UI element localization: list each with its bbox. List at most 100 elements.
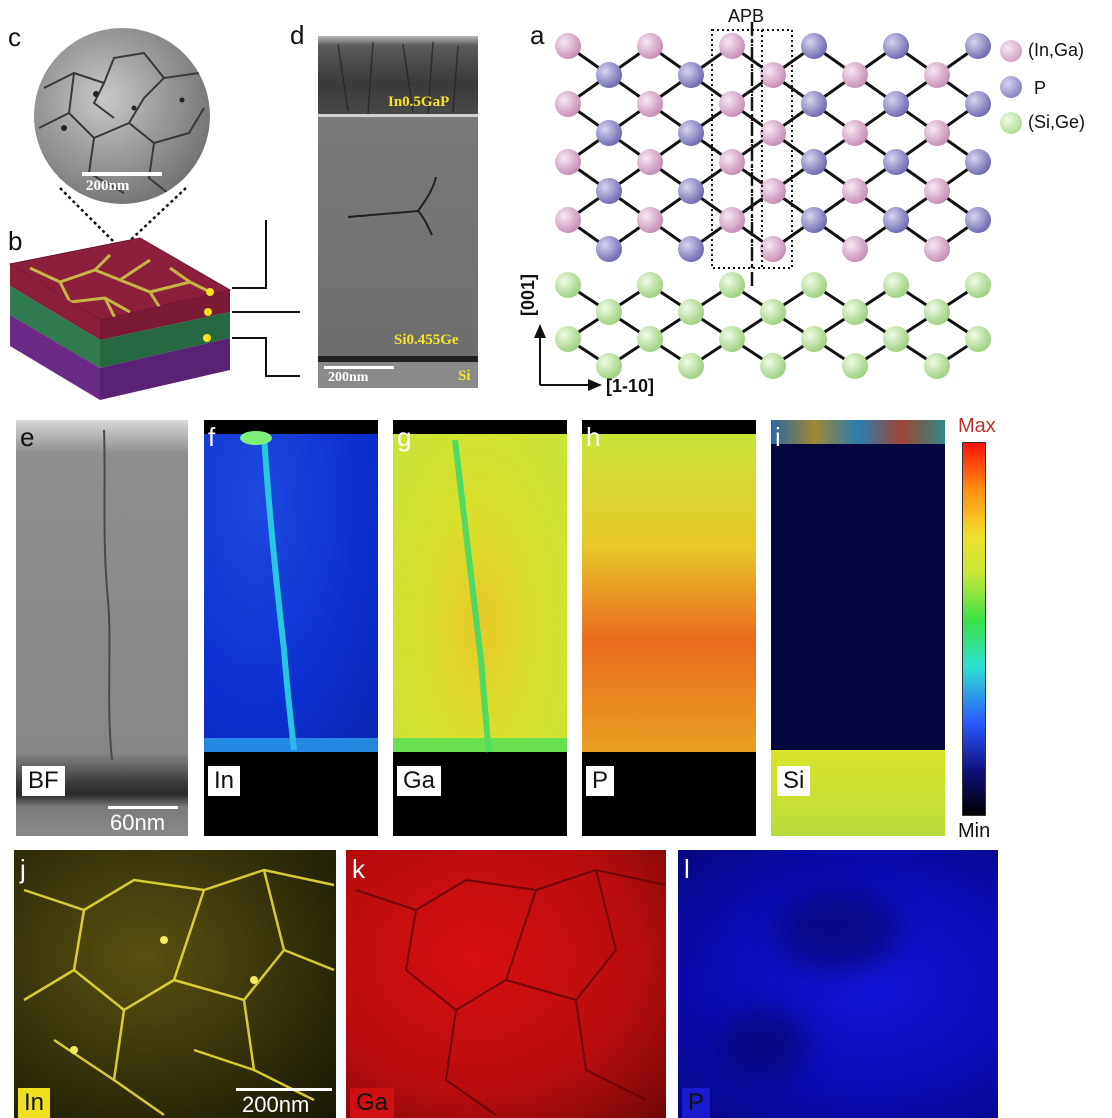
panel-j-letter: j (20, 854, 26, 884)
legend: (In,Ga) P (Si,Ge) (1000, 36, 1112, 144)
ingap-layer (318, 36, 478, 116)
atom-in-ga (719, 33, 745, 59)
atom-p (596, 178, 622, 204)
panel-j-scale-bar (236, 1088, 332, 1091)
atom-in-ga (842, 178, 868, 204)
atom-in-ga (555, 149, 581, 175)
panel-l-letter: l (684, 854, 690, 884)
layer-label-sige: Si0.455Ge (394, 332, 459, 348)
atom-in-ga (760, 236, 786, 262)
atom-p (801, 91, 827, 117)
atom-in-ga (760, 62, 786, 88)
atom-si-ge (760, 299, 786, 325)
panel-k-tag: Ga (350, 1088, 395, 1118)
cross-section-scale-bar (324, 366, 394, 369)
panel-g-letter: g (397, 422, 412, 452)
panel-i-tag: Si (777, 766, 811, 796)
panel-e-scale-bar (108, 806, 178, 809)
atom-in-ga (555, 33, 581, 59)
atom-p (678, 62, 704, 88)
axis-001-label: [001] (520, 274, 538, 316)
atom-p (965, 149, 991, 175)
atom-si-ge (596, 299, 622, 325)
atom-in-ga (637, 33, 663, 59)
atom-p (965, 33, 991, 59)
panel-f-letter: f (208, 422, 216, 452)
panel-l-p-map: l P (678, 850, 998, 1118)
atom-si-ge (924, 299, 950, 325)
atom-si-ge (719, 272, 745, 298)
atom-in-ga (924, 236, 950, 262)
legend-item-si-ge: (Si,Ge) (1000, 108, 1112, 144)
atom-in-ga (719, 91, 745, 117)
panel-a-letter: a (530, 20, 545, 50)
atom-p (883, 91, 909, 117)
panel-f-in-map: f In (204, 420, 378, 836)
atom-si-ge (678, 353, 704, 379)
atom-p (965, 207, 991, 233)
atom-in-ga (719, 149, 745, 175)
plan-view-scale-label: 200nm (86, 178, 130, 194)
panel-l-tag: P (682, 1088, 711, 1118)
atom-si-ge (842, 299, 868, 325)
panel-j-in-map: j In 200nm (14, 850, 336, 1118)
panel-i-letter: i (775, 422, 781, 452)
plan-view-scale-bar (82, 172, 162, 176)
atom-si-ge (883, 272, 909, 298)
atom-p (883, 207, 909, 233)
panel-b-letter: b (8, 226, 23, 256)
panel-h-tag: P (586, 766, 615, 796)
atom-in-ga (555, 207, 581, 233)
atom-in-ga (637, 149, 663, 175)
legend-swatch-green (1000, 112, 1022, 134)
panel-j-tag: In (18, 1088, 51, 1118)
atom-si-ge (678, 299, 704, 325)
atom-in-ga (842, 236, 868, 262)
atom-p (883, 33, 909, 59)
apb-box-left (711, 29, 763, 269)
atom-si-ge (842, 353, 868, 379)
atom-in-ga (555, 91, 581, 117)
panel-h-p-map: h P (582, 420, 756, 836)
panel-e-letter: e (20, 422, 35, 452)
layer-label-si: Si (458, 368, 471, 384)
atom-si-ge (965, 326, 991, 352)
apb-label: APB (728, 6, 764, 26)
atom-p (596, 120, 622, 146)
plan-view-tem-circle: 200nm (34, 28, 210, 204)
panel-d-letter: d (290, 20, 305, 50)
legend-swatch-blue (1000, 76, 1022, 98)
legend-item-in-ga: (In,Ga) (1000, 36, 1112, 72)
crystal-structure-diagram: APB [001] [1-10] (520, 6, 991, 396)
legend-item-p: P (1000, 72, 1112, 108)
atom-si-ge (596, 353, 622, 379)
atom-in-ga (637, 207, 663, 233)
atom-p (883, 149, 909, 175)
atom-in-ga (760, 120, 786, 146)
lattice-atoms (555, 33, 991, 379)
panel-k-letter: k (352, 854, 365, 884)
atom-p (678, 178, 704, 204)
panel-g-ga-map: g Ga (393, 420, 567, 836)
zoom-lines (59, 187, 187, 249)
atom-si-ge (760, 353, 786, 379)
interface-line (318, 114, 478, 117)
layer-label-ingap: In0.5GaP (388, 94, 450, 110)
panel-i-si-map: i Si (771, 420, 945, 836)
atom-p (596, 236, 622, 262)
atom-in-ga (760, 178, 786, 204)
panel-j-scale-label: 200nm (242, 1092, 310, 1117)
atom-p (965, 91, 991, 117)
grain-boundaries (38, 51, 205, 199)
atom-in-ga (924, 178, 950, 204)
in-grain-boundaries (23, 868, 335, 1117)
panel-f-tag: In (208, 766, 241, 796)
legend-swatch-pink (1000, 40, 1022, 62)
atom-si-ge (924, 353, 950, 379)
colorbar-max-label: Max (958, 415, 996, 437)
atom-in-ga (842, 62, 868, 88)
panel-c-letter: c (8, 22, 21, 52)
atom-si-ge (555, 326, 581, 352)
sige-layer (318, 117, 478, 357)
atom-in-ga (637, 91, 663, 117)
